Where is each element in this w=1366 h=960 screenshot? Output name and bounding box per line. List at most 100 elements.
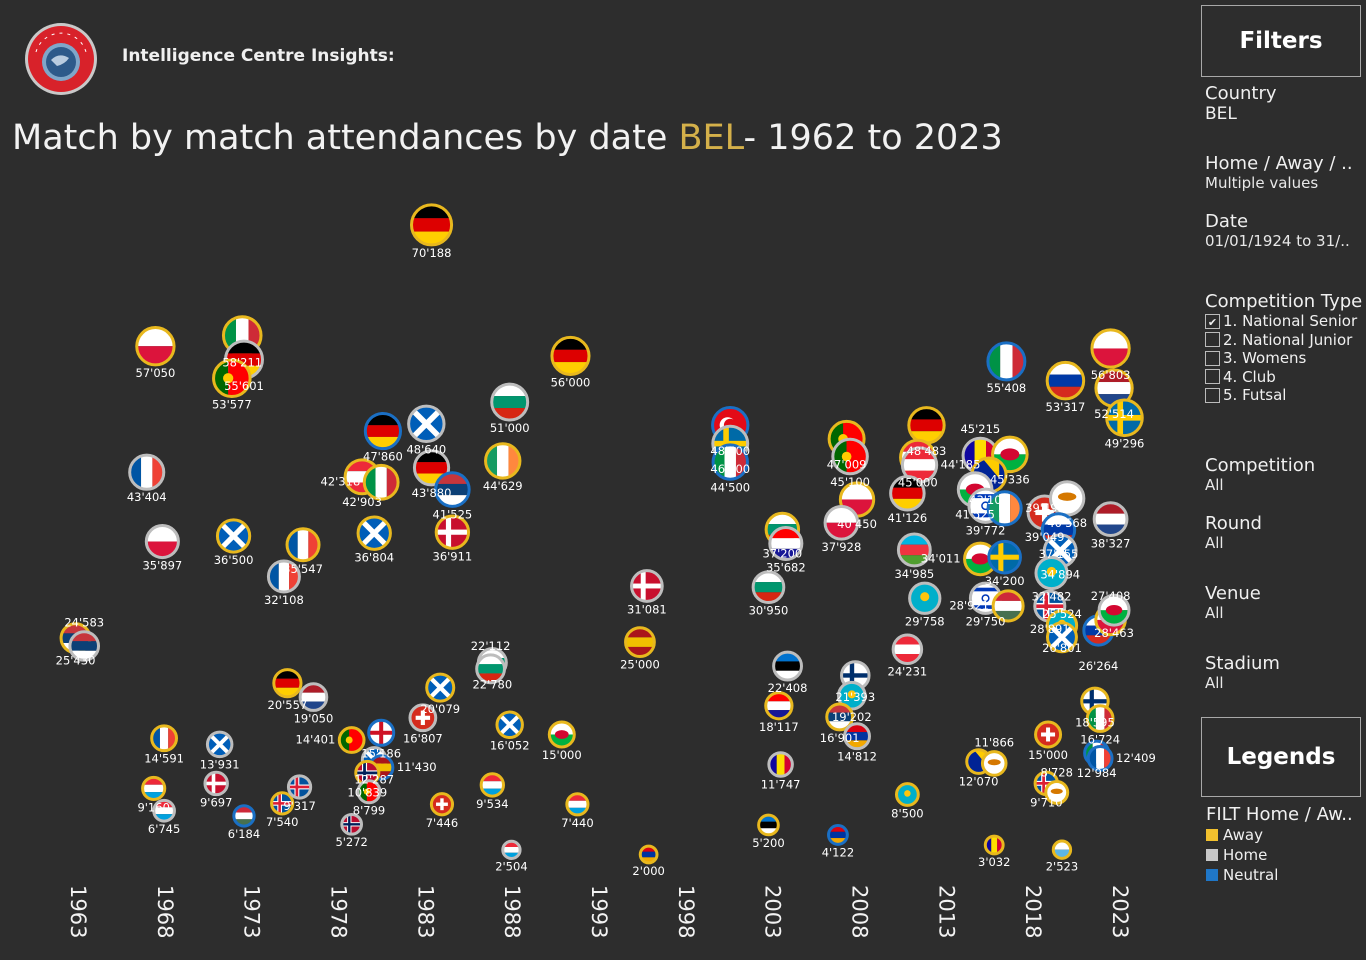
data-point[interactable] — [266, 559, 301, 594]
data-point[interactable] — [1090, 328, 1131, 369]
data-point[interactable] — [1045, 360, 1086, 401]
filter-date[interactable]: Date 01/01/1924 to 31/.. — [1205, 211, 1350, 250]
data-point[interactable] — [434, 514, 471, 550]
filter-country[interactable]: Country BEL — [1205, 83, 1277, 124]
filter-round[interactable]: Round All — [1205, 513, 1262, 552]
data-point[interactable] — [907, 406, 946, 445]
data-point[interactable] — [407, 404, 446, 444]
competition-type-option[interactable]: 4. Club — [1205, 368, 1362, 387]
data-point[interactable] — [408, 703, 438, 733]
data-point[interactable] — [367, 718, 396, 747]
data-point[interactable] — [565, 792, 590, 817]
data-point[interactable] — [434, 471, 471, 508]
data-point[interactable] — [285, 527, 321, 563]
competition-type-option[interactable]: 2. National Junior — [1205, 331, 1362, 350]
data-point[interactable] — [896, 532, 932, 568]
data-point[interactable] — [286, 774, 313, 800]
data-point[interactable] — [410, 203, 454, 247]
data-point[interactable] — [1105, 398, 1144, 438]
data-point[interactable] — [630, 569, 664, 603]
data-point[interactable] — [711, 443, 749, 481]
data-point[interactable] — [827, 824, 849, 846]
data-point[interactable] — [340, 812, 364, 836]
data-point[interactable] — [1045, 621, 1078, 654]
data-point[interactable] — [624, 626, 656, 659]
data-point[interactable] — [1097, 593, 1131, 627]
data-point[interactable] — [1085, 704, 1115, 733]
filter-venue[interactable]: Venue All — [1205, 583, 1261, 622]
data-point[interactable] — [986, 490, 1023, 527]
data-point[interactable] — [152, 798, 176, 823]
data-point[interactable] — [638, 844, 659, 865]
data-point[interactable] — [128, 453, 166, 491]
data-point[interactable] — [991, 589, 1025, 623]
filter-stadium[interactable]: Stadium All — [1205, 653, 1280, 692]
data-point[interactable] — [141, 775, 167, 801]
data-point[interactable] — [772, 650, 803, 682]
data-point[interactable] — [412, 449, 451, 487]
checkbox[interactable] — [1205, 350, 1220, 366]
data-point[interactable] — [501, 839, 522, 861]
filter-round-value[interactable]: All — [1205, 534, 1224, 552]
data-point[interactable] — [550, 335, 591, 376]
data-point[interactable] — [980, 750, 1008, 777]
data-point[interactable] — [823, 504, 860, 541]
data-point[interactable] — [425, 672, 456, 703]
data-point[interactable] — [362, 463, 400, 501]
data-point[interactable] — [215, 518, 252, 554]
data-point[interactable] — [547, 720, 576, 749]
filter-competition[interactable]: Competition All — [1205, 455, 1315, 494]
data-point[interactable] — [298, 682, 329, 712]
competition-type-option[interactable]: ✔ 1. National Senior — [1205, 312, 1362, 331]
filter-home-away[interactable]: Home / Away / .. Multiple values — [1205, 153, 1353, 192]
checkbox[interactable]: ✔ — [1205, 313, 1220, 329]
data-point[interactable] — [891, 633, 924, 666]
data-point[interactable] — [232, 804, 256, 828]
data-point[interactable] — [363, 411, 403, 451]
data-point[interactable] — [490, 382, 530, 422]
data-point[interactable] — [475, 653, 506, 685]
data-point[interactable] — [144, 523, 180, 560]
checkbox[interactable] — [1205, 332, 1220, 348]
data-point[interactable] — [1044, 779, 1070, 805]
data-point[interactable] — [983, 834, 1005, 856]
data-point[interactable] — [895, 782, 920, 807]
data-point[interactable] — [843, 722, 871, 751]
data-point[interactable] — [987, 539, 1022, 575]
checkbox[interactable] — [1205, 387, 1220, 403]
filter-date-value[interactable]: 01/01/1924 to 31/.. — [1205, 232, 1350, 250]
data-point[interactable] — [825, 702, 855, 732]
data-point[interactable] — [356, 515, 392, 551]
data-point[interactable] — [484, 442, 522, 480]
data-point[interactable] — [135, 326, 176, 367]
data-point[interactable] — [272, 668, 303, 699]
filter-competition-value[interactable]: All — [1205, 476, 1224, 494]
data-point[interactable] — [495, 710, 524, 739]
data-point[interactable] — [908, 581, 942, 615]
data-point[interactable] — [356, 779, 382, 805]
data-point[interactable] — [205, 730, 234, 759]
checkbox[interactable] — [1205, 369, 1220, 385]
data-point[interactable] — [757, 813, 780, 837]
filter-home-away-value[interactable]: Multiple values — [1205, 174, 1319, 192]
data-point[interactable] — [986, 341, 1027, 382]
competition-type-option[interactable]: 5. Futsal — [1205, 386, 1362, 405]
data-point[interactable] — [767, 751, 794, 778]
data-point[interactable] — [337, 726, 366, 754]
data-point[interactable] — [1034, 556, 1069, 591]
data-point[interactable] — [1048, 480, 1086, 517]
filter-venue-value[interactable]: All — [1205, 604, 1224, 622]
data-point[interactable] — [212, 358, 252, 399]
filter-country-value[interactable]: BEL — [1205, 104, 1237, 124]
data-point[interactable] — [1086, 745, 1114, 772]
competition-type-option[interactable]: 3. Womens — [1205, 349, 1362, 368]
data-point[interactable] — [768, 526, 804, 562]
data-point[interactable] — [270, 791, 295, 816]
data-point[interactable] — [429, 792, 455, 817]
data-point[interactable] — [751, 570, 786, 605]
filter-stadium-value[interactable]: All — [1205, 674, 1224, 692]
data-point[interactable] — [764, 691, 794, 721]
data-point[interactable] — [889, 474, 926, 512]
data-point[interactable] — [1051, 839, 1073, 860]
data-point[interactable] — [1034, 720, 1063, 749]
